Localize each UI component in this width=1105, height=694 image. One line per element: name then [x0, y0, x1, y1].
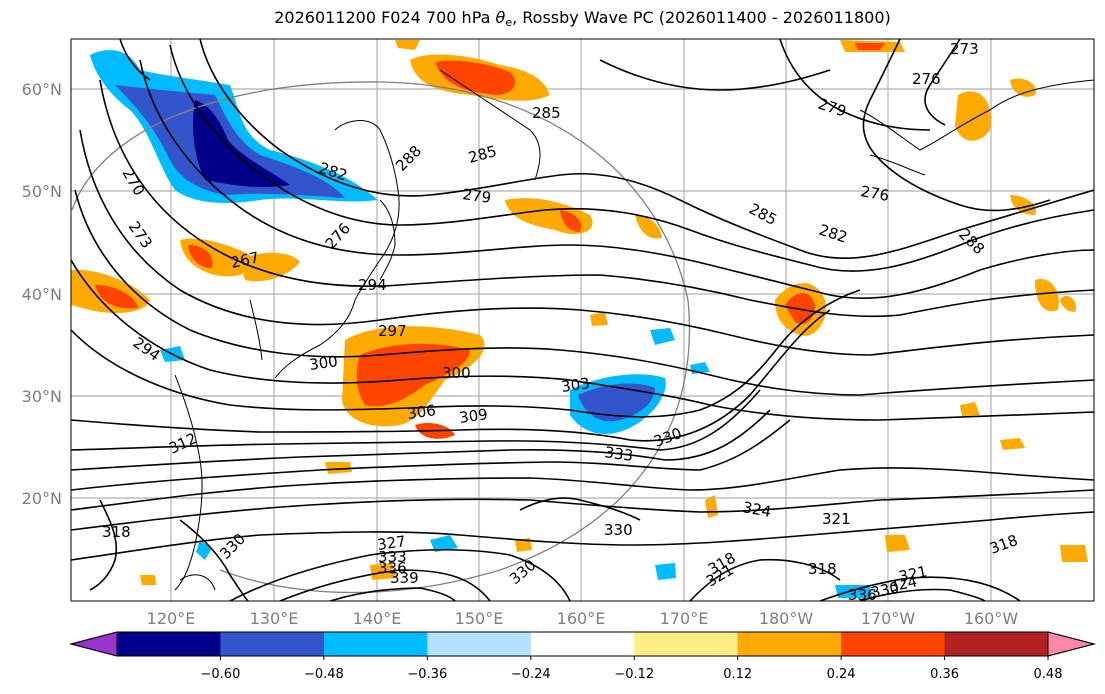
colorbar-segment: [220, 632, 325, 656]
longitude-labels: 120°E 130°E 140°E 150°E 160°E 170°E 180°W 170°W…: [147, 609, 1019, 628]
colorbar-tick-label: 0.12: [723, 667, 752, 682]
colorbar-tick-label: 0.24: [827, 667, 856, 682]
colorbar-segment: [427, 632, 532, 656]
contour-label: 276: [912, 70, 941, 88]
contour-label: 330: [869, 578, 901, 602]
lon-label: 130°E: [250, 609, 299, 628]
colorbar-segment: [944, 632, 1049, 656]
colorbar-extend-low: [69, 631, 118, 657]
colorbar-ticks: −0.60 −0.48 −0.36 −0.24 −0.12 0.12 0.24 0.36 0.4…: [201, 656, 1063, 682]
contour-label: 324: [887, 572, 919, 596]
lon-label: 170°E: [660, 609, 709, 628]
contour-label: 306: [406, 401, 437, 423]
contour-label: 309: [458, 405, 489, 427]
contour-label: 321: [822, 510, 851, 528]
contour-label: 294: [358, 276, 387, 294]
contour-label: 267: [229, 248, 261, 272]
colorbar-tick-label: 0.36: [930, 667, 959, 682]
colorbar-segment: [117, 632, 221, 656]
lat-label: 60°N: [22, 80, 62, 99]
contour-label: 339: [390, 569, 419, 587]
lon-label: 140°E: [353, 609, 402, 628]
colorbar-tick-label: −0.24: [511, 667, 551, 682]
coastlines: [174, 69, 1094, 591]
contour-label: 300: [308, 352, 339, 374]
map-title: 2026011200 F024 700 hPa θe, Rossby Wave …: [274, 8, 891, 29]
colorbar-outline: [69, 631, 1096, 657]
latitude-labels: 60°N 50°N 40°N 30°N 20°N: [22, 80, 62, 508]
colorbar-tick-label: −0.36: [407, 667, 447, 682]
colorbar-segment: [634, 632, 739, 656]
colorbar: [69, 631, 1096, 657]
contour-label: 276: [859, 182, 890, 205]
colorbar-extend-high: [1047, 631, 1096, 657]
colorbar-segment: [737, 632, 842, 656]
lon-label: 160°W: [964, 609, 1019, 628]
contour-label: 333: [603, 443, 634, 465]
reference-circle: [71, 81, 691, 594]
contour-label: 336: [378, 559, 407, 577]
contour-label: 273: [950, 40, 979, 58]
contour-label: 297: [378, 322, 407, 340]
contour-label: 279: [461, 185, 492, 207]
contour-label: 285: [532, 104, 561, 122]
lat-label: 40°N: [22, 285, 62, 304]
contour-label: 327: [376, 532, 407, 554]
colorbar-tick-label: −0.48: [304, 667, 344, 682]
contour-label: 324: [741, 498, 772, 521]
colorbar-tick-label: 0.48: [1034, 667, 1063, 682]
lat-label: 20°N: [22, 489, 62, 508]
theta-e-contours: [71, 39, 1094, 601]
lat-label: 50°N: [22, 182, 62, 201]
colorbar-tick-label: −0.60: [201, 667, 241, 682]
contour-label: 303: [560, 374, 591, 396]
contour-label: 330: [604, 521, 633, 539]
contour-label: 300: [442, 364, 471, 382]
lon-label: 150°E: [455, 609, 504, 628]
contour-label: 318: [808, 560, 837, 578]
lat-label: 30°N: [22, 387, 62, 406]
lon-label: 170°W: [861, 609, 916, 628]
map-frame: [70, 38, 1095, 602]
lon-label: 160°E: [557, 609, 606, 628]
contour-label: 336: [848, 586, 877, 604]
lon-label: 180°W: [759, 609, 814, 628]
colorbar-segment: [323, 632, 428, 656]
anomaly-shading: [71, 40, 1088, 598]
contour-label: 318: [102, 523, 131, 541]
contour-label: 333: [378, 548, 407, 566]
lon-label: 120°E: [147, 609, 196, 628]
contour-label: 321: [897, 562, 929, 586]
colorbar-segment: [530, 632, 635, 656]
colorbar-tick-label: −0.12: [614, 667, 654, 682]
colorbar-segment: [841, 632, 946, 656]
